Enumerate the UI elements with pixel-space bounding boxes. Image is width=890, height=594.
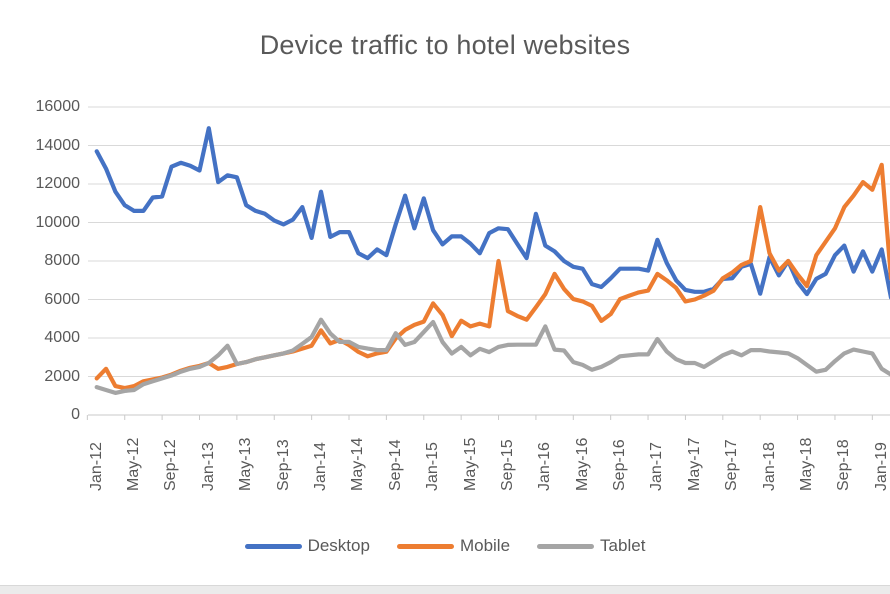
legend-label-tablet: Tablet <box>600 536 646 555</box>
legend-item-tablet[interactable]: Tablet <box>537 536 645 556</box>
y-axis-label: 0 <box>71 406 80 423</box>
x-axis-label: Sep-14 <box>386 439 404 491</box>
legend-label-desktop: Desktop <box>307 536 370 555</box>
tablet-line[interactable] <box>94 317 890 395</box>
y-axis-label: 2000 <box>44 367 80 385</box>
x-axis-label: May-16 <box>573 437 591 491</box>
y-axis-label: 14000 <box>35 136 81 154</box>
desktop-line[interactable] <box>94 126 890 300</box>
y-axis-label: 8000 <box>44 252 80 269</box>
legend: Desktop Mobile Tablet <box>0 536 890 556</box>
x-axis-label: Jan-17 <box>648 442 666 491</box>
legend-line-mobile <box>396 543 454 549</box>
x-axis-label: Sep-16 <box>611 439 629 491</box>
footer-strip <box>0 585 890 594</box>
x-axis-label: Sep-12 <box>162 439 180 491</box>
y-axis-label: 4000 <box>44 329 80 346</box>
x-axis-label: Jan-19 <box>872 442 890 491</box>
legend-line-tablet <box>537 543 595 549</box>
y-axis-label: 16000 <box>35 98 81 115</box>
x-axis-label: Sep-15 <box>498 439 516 491</box>
x-axis-label: May-15 <box>461 437 479 491</box>
legend-item-mobile[interactable]: Mobile <box>396 536 511 556</box>
x-axis-label: May-12 <box>125 437 143 491</box>
legend-label-mobile: Mobile <box>459 536 511 555</box>
mobile-line[interactable] <box>94 162 890 391</box>
x-axis-label: Jan-14 <box>311 442 329 491</box>
x-axis-label: May-14 <box>349 437 367 491</box>
x-axis-label: May-17 <box>685 437 703 491</box>
chart-title: Device traffic to hotel websites <box>259 30 631 60</box>
y-axis-label: 6000 <box>44 290 80 308</box>
x-axis-label: Jan-18 <box>760 442 778 491</box>
x-axis-label: Sep-17 <box>723 439 741 491</box>
x-axis-label: Jan-12 <box>87 442 105 491</box>
x-axis-label: Jan-13 <box>199 442 217 491</box>
x-axis-label: May-13 <box>237 437 255 491</box>
y-axis-label: 12000 <box>35 175 81 192</box>
x-axis-label: Jan-16 <box>536 442 554 491</box>
x-axis-label: Sep-18 <box>835 439 853 491</box>
legend-line-desktop <box>244 543 302 549</box>
legend-item-desktop[interactable]: Desktop <box>244 536 370 556</box>
x-axis-label: May-18 <box>797 437 815 491</box>
x-axis-label: Sep-13 <box>274 439 292 491</box>
y-axis-label: 10000 <box>35 213 81 231</box>
x-axis-label: Jan-15 <box>424 442 442 491</box>
